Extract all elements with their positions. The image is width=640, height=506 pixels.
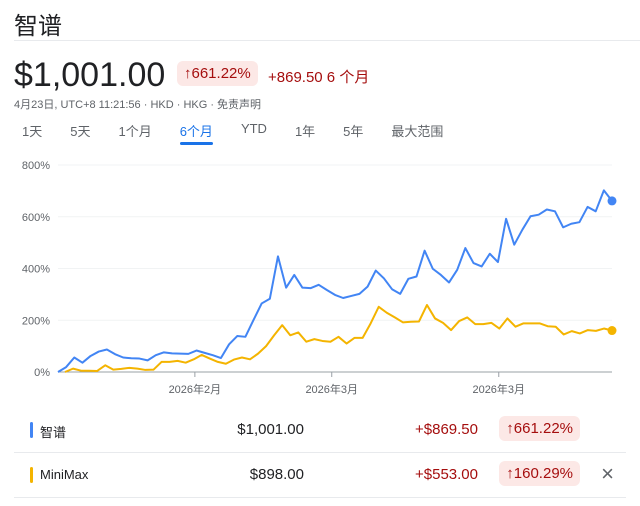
range-tabs: 1天 5天 1个月 6个月 YTD 1年 5年 最大范围 <box>22 121 471 145</box>
stock-price: $898.00 <box>249 466 304 483</box>
y-tick-label: 800% <box>22 160 50 172</box>
stock-name: 智谱 <box>40 425 67 440</box>
stock-change: +$553.00 <box>415 466 478 483</box>
series-color-marker <box>30 467 33 483</box>
tab-1y[interactable]: 1年 <box>294 124 316 139</box>
stock-name: MiniMax <box>40 467 89 482</box>
tab-1m[interactable]: 1个月 <box>118 124 152 139</box>
quote-meta: 4月23日, UTC+8 11:21:56 · HKD · HKG · 免责声明 <box>14 99 262 111</box>
change-percent-badge: ↑661.22% <box>177 61 258 86</box>
tab-5y[interactable]: 5年 <box>343 124 364 139</box>
tab-max[interactable]: 最大范围 <box>391 124 444 139</box>
y-tick-label: 400% <box>22 264 50 276</box>
price-chart[interactable]: 0% 200% 400% 600% 800% 2026年2月 2026年3月 2026年3月 <box>0 150 640 400</box>
close-icon[interactable]: × <box>601 461 614 486</box>
tab-1d[interactable]: 1天 <box>22 124 43 139</box>
series-line-zhipu <box>57 189 613 373</box>
tab-ytd[interactable]: YTD <box>240 121 267 136</box>
x-tick-label: 2026年3月 <box>305 382 358 396</box>
stock-change-percent: ↑160.29% <box>499 461 580 486</box>
stock-change-percent: ↑661.22% <box>499 416 580 441</box>
series-end-point <box>607 326 617 336</box>
x-tick-label: 2026年3月 <box>472 382 525 396</box>
comparison-row-zhipu[interactable]: 智谱 $1,001.00 +$869.50 ↑661.22% <box>14 408 626 452</box>
stock-change: +$869.50 <box>415 421 478 438</box>
series-color-marker <box>30 422 33 438</box>
divider <box>14 497 626 498</box>
divider <box>14 40 640 41</box>
series-end-point <box>607 196 617 206</box>
y-tick-label: 0% <box>34 367 50 379</box>
comparison-row-minimax[interactable]: MiniMax $898.00 +$553.00 ↑160.29% × <box>14 453 626 497</box>
change-amount: +869.50 6 个月 <box>268 69 370 86</box>
divider <box>14 452 626 453</box>
x-tick-label: 2026年2月 <box>169 382 222 396</box>
y-tick-label: 600% <box>22 212 50 224</box>
page-title: 智谱 <box>14 13 62 40</box>
tab-5d[interactable]: 5天 <box>70 124 91 139</box>
y-tick-label: 200% <box>22 315 50 327</box>
tab-6m[interactable]: 6个月 <box>179 121 214 145</box>
series-line-minimax <box>64 303 613 373</box>
stock-price: $1,001.00 <box>237 421 304 438</box>
current-price: $1,001.00 <box>14 56 166 94</box>
